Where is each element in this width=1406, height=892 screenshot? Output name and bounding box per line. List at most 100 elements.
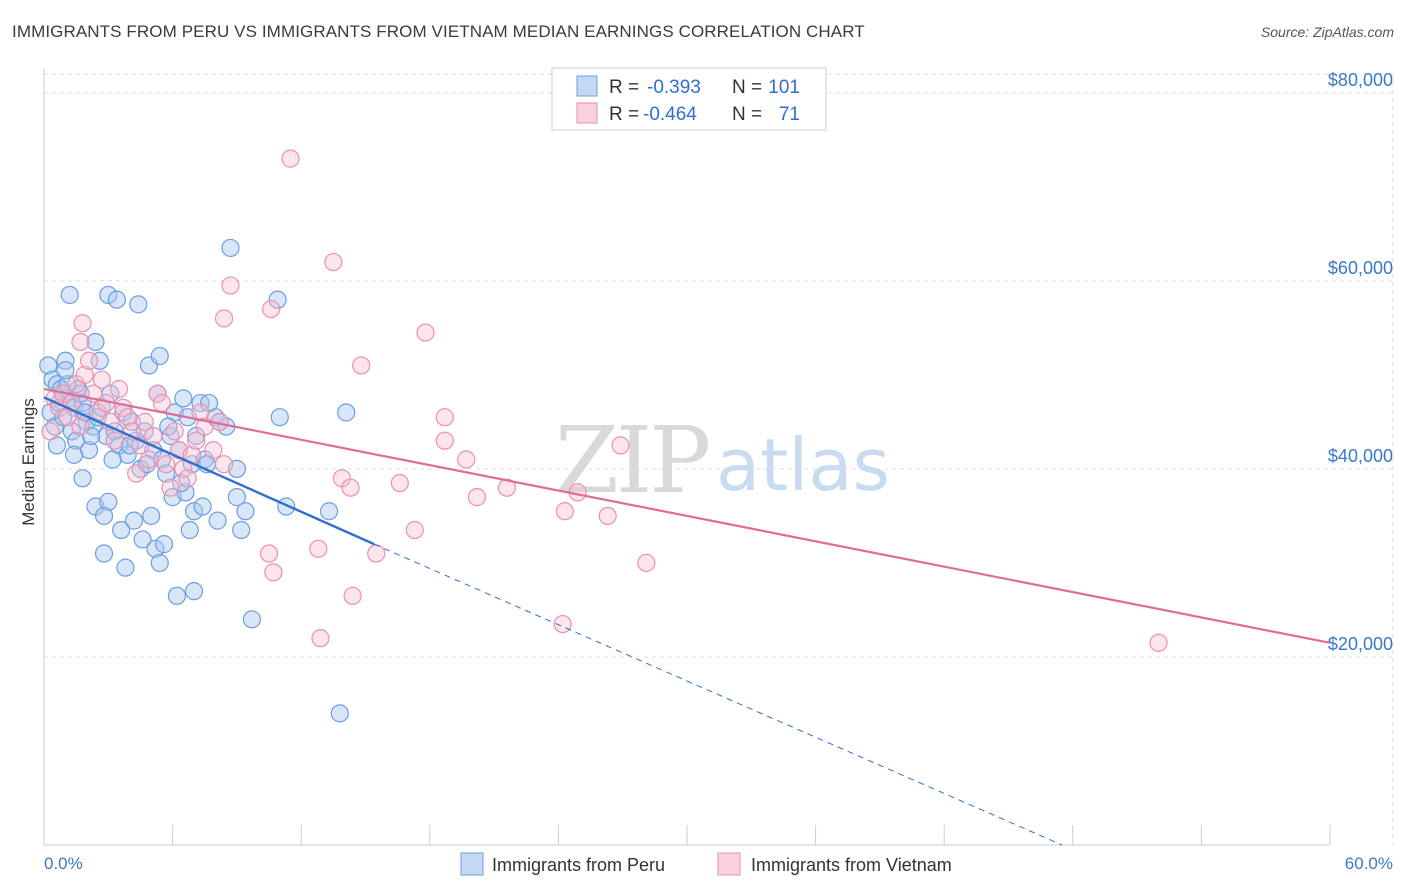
peru-point bbox=[154, 535, 174, 554]
vietnam-point bbox=[127, 464, 146, 483]
peru-point bbox=[54, 408, 73, 427]
vietnam-point bbox=[152, 393, 171, 413]
vietnam-point bbox=[109, 379, 129, 399]
trend-lines bbox=[43, 387, 1331, 846]
vietnam-point bbox=[1149, 633, 1168, 652]
peru-point bbox=[73, 469, 92, 488]
vietnam-point bbox=[71, 417, 90, 436]
legend-n-value-vietnam: 71 bbox=[779, 104, 800, 125]
peru-point bbox=[99, 285, 118, 305]
vietnam-point bbox=[311, 629, 330, 648]
vietnam-point bbox=[221, 276, 240, 295]
y-tick-label: $40,000 bbox=[1328, 446, 1393, 466]
vietnam-point bbox=[390, 473, 409, 493]
peru-point bbox=[193, 497, 212, 516]
peru-point bbox=[208, 511, 227, 530]
y-tick-labels: $20,000 $40,000 $60,000 $80,000 bbox=[1328, 70, 1393, 654]
vietnam-point bbox=[259, 544, 279, 563]
peru-point bbox=[103, 450, 122, 469]
x-tick-labels: 0.0% 60.0% bbox=[44, 854, 1393, 873]
trend-line-peru bbox=[43, 396, 375, 546]
vietnam-point bbox=[611, 436, 630, 455]
vietnam-point bbox=[204, 440, 223, 460]
axes bbox=[43, 68, 1331, 846]
legend-r-label-vietnam: R = bbox=[609, 104, 639, 125]
vietnam-point bbox=[139, 450, 159, 469]
peru-point bbox=[150, 553, 169, 573]
peru-point bbox=[112, 520, 131, 540]
vietnam-point bbox=[148, 384, 167, 403]
vietnam-point bbox=[341, 478, 360, 497]
trend-line-vietnam bbox=[43, 387, 1331, 644]
peru-point bbox=[56, 351, 75, 370]
legend-swatch-vietnam bbox=[576, 102, 598, 124]
vietnam-point bbox=[161, 478, 180, 497]
vietnam-point bbox=[416, 323, 435, 342]
peru-point bbox=[184, 502, 204, 521]
vietnam-point bbox=[405, 520, 424, 540]
vietnam-point bbox=[135, 412, 154, 431]
legend-r-label-peru: R = bbox=[609, 77, 639, 98]
peru-point bbox=[94, 544, 114, 563]
peru-point bbox=[146, 539, 165, 558]
series-peru-points bbox=[39, 238, 356, 723]
peru-point bbox=[221, 238, 240, 258]
y-tick-label: $20,000 bbox=[1328, 634, 1393, 654]
vietnam-point bbox=[165, 422, 184, 441]
vietnam-point bbox=[214, 455, 234, 474]
peru-point bbox=[270, 408, 289, 427]
peru-point bbox=[94, 506, 114, 526]
peru-point bbox=[97, 426, 116, 446]
peru-point bbox=[39, 356, 58, 375]
vietnam-point bbox=[435, 408, 454, 427]
vietnam-point bbox=[352, 356, 371, 375]
vietnam-point bbox=[555, 502, 574, 521]
peru-point bbox=[60, 285, 79, 305]
bottom-legend-swatch-peru bbox=[460, 852, 484, 876]
peru-point bbox=[64, 445, 84, 464]
vietnam-point bbox=[73, 314, 92, 333]
vietnam-point bbox=[187, 431, 206, 450]
vietnam-point bbox=[264, 563, 283, 582]
peru-point bbox=[135, 422, 154, 441]
legend-n-label-vietnam: N = bbox=[732, 104, 762, 125]
peru-point bbox=[129, 295, 148, 314]
bottom-legend-label-peru: Immigrants from Peru bbox=[492, 855, 665, 875]
y-tick-label: $80,000 bbox=[1328, 70, 1393, 90]
bottom-legend-swatch-vietnam bbox=[717, 852, 741, 876]
x-tick-label: 0.0% bbox=[44, 854, 83, 873]
series-vietnam-points bbox=[41, 149, 1168, 652]
vietnam-point bbox=[497, 478, 517, 497]
peru-point bbox=[236, 502, 255, 521]
legend-r-value-peru: -0.393 bbox=[647, 77, 701, 98]
vietnam-point bbox=[178, 469, 197, 488]
peru-point bbox=[180, 520, 199, 540]
vietnam-point bbox=[92, 370, 111, 389]
peru-point bbox=[62, 422, 81, 441]
peru-point bbox=[184, 582, 204, 601]
peru-point bbox=[330, 704, 349, 723]
peru-point bbox=[133, 530, 152, 549]
chart-source: Source: ZipAtlas.com bbox=[1260, 24, 1394, 40]
vietnam-point bbox=[343, 586, 362, 605]
correlation-legend: R = -0.393 N = 101 R = -0.464 N = 71 bbox=[551, 67, 827, 131]
vietnam-point bbox=[79, 351, 99, 370]
vietnam-point bbox=[118, 408, 137, 427]
vietnam-point bbox=[75, 365, 94, 384]
vietnam-point bbox=[324, 252, 343, 272]
peru-point bbox=[107, 290, 126, 309]
vietnam-point bbox=[214, 309, 234, 328]
vietnam-point bbox=[598, 506, 617, 526]
peru-point bbox=[56, 361, 75, 380]
vietnam-point bbox=[457, 450, 476, 469]
vietnam-point bbox=[157, 455, 176, 474]
vietnam-point bbox=[144, 426, 163, 446]
peru-point bbox=[90, 351, 109, 370]
vietnam-point bbox=[71, 332, 90, 352]
peru-point bbox=[99, 492, 118, 511]
peru-point bbox=[86, 332, 105, 352]
vietnam-point bbox=[41, 422, 60, 441]
watermark-atlas: atlas bbox=[716, 423, 890, 507]
peru-point bbox=[242, 610, 262, 629]
y-tick-label: $60,000 bbox=[1328, 258, 1393, 278]
